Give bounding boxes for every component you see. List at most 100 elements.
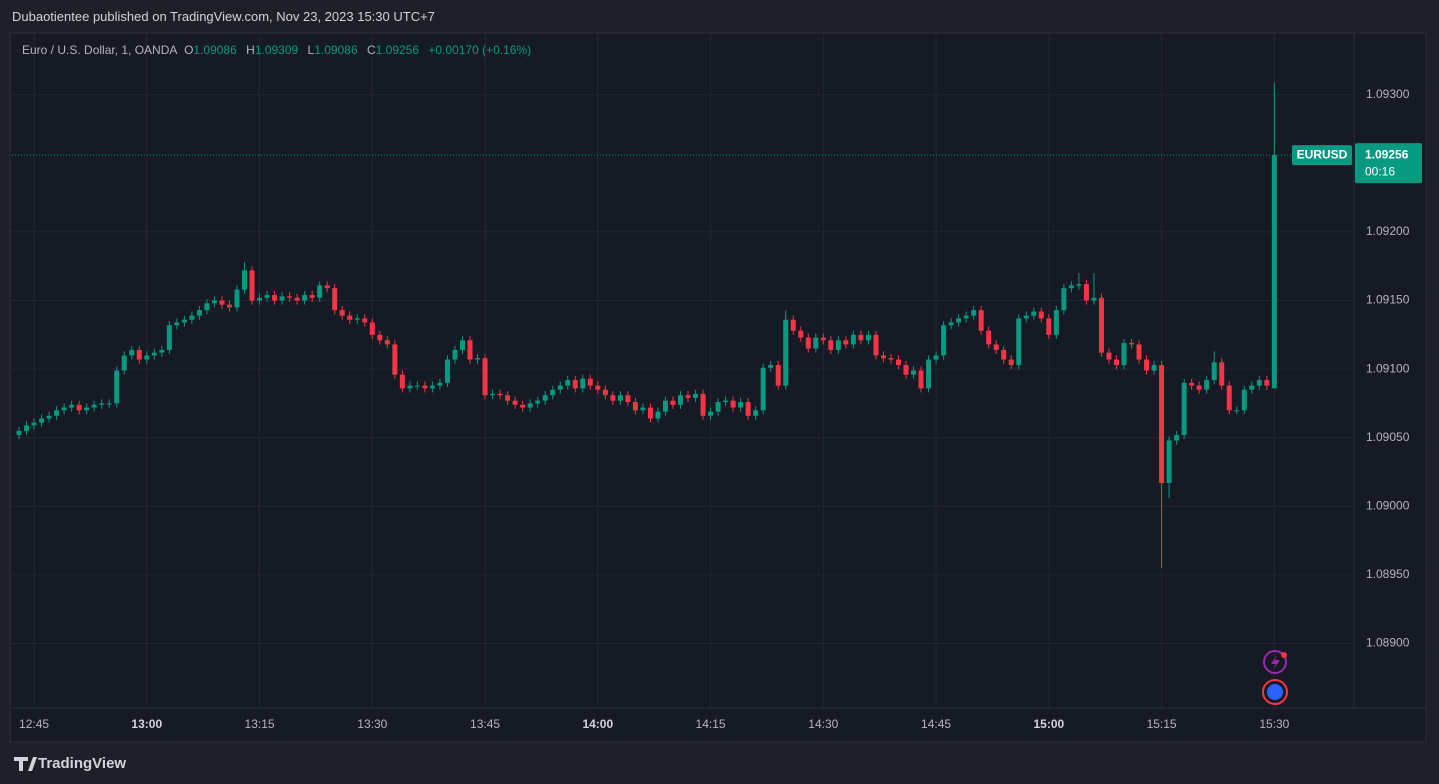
y-tick-label: 1.09300 (1366, 87, 1410, 101)
x-tick-label: 14:15 (696, 717, 726, 731)
candle-body (790, 319, 796, 331)
candle-body (670, 400, 676, 405)
logo (14, 757, 37, 771)
candle-body (317, 285, 323, 298)
grid (10, 33, 1354, 708)
candle-body (1098, 297, 1104, 353)
y-tick-label: 1.09000 (1366, 498, 1410, 512)
candle-body (1234, 410, 1240, 412)
x-tick-label: 15:30 (1259, 717, 1289, 731)
plot (12, 82, 1352, 569)
indicator-icons[interactable] (1262, 650, 1288, 705)
candle-body (219, 300, 225, 305)
candle-body (332, 288, 338, 311)
candle-body (249, 270, 255, 301)
eu-flag (1267, 684, 1283, 700)
candle-body (1211, 362, 1217, 381)
candle-body (1016, 318, 1022, 366)
candle-body (242, 270, 248, 290)
candle-body (617, 395, 623, 401)
y-tick-label: 1.09150 (1366, 293, 1410, 307)
candle-body (369, 322, 375, 335)
candle-body (865, 334, 871, 341)
candle-body (174, 322, 180, 326)
candle-body (527, 403, 533, 408)
event-icon[interactable] (1262, 679, 1288, 705)
candle-body (1264, 380, 1270, 386)
candle-body (1196, 385, 1202, 390)
x-tick-label: 13:00 (131, 717, 162, 731)
change: +0.00170 (+0.16%) (428, 43, 532, 57)
candle-body (1106, 352, 1112, 360)
candle-body (339, 310, 345, 316)
x-tick-label: 15:15 (1147, 717, 1177, 731)
candle-body (166, 325, 172, 350)
candle-body (662, 400, 668, 412)
ohlc-value: 1.09086 (314, 43, 358, 57)
y-tick-label: 1.09050 (1366, 430, 1410, 444)
alert-icon[interactable] (1263, 650, 1287, 674)
candle-body (775, 365, 781, 386)
candle-body (1038, 311, 1044, 319)
alert-dot (1281, 652, 1287, 658)
candle-body (1159, 365, 1165, 483)
candle-body (1091, 297, 1097, 301)
candle-body (91, 404, 97, 408)
candle-body (760, 367, 766, 411)
candle-body (61, 407, 67, 411)
candle-body (768, 365, 774, 368)
candle-body (204, 303, 210, 311)
publish-header: Dubaotientee published on TradingView.co… (12, 9, 435, 24)
brand[interactable]: TradingView (38, 755, 127, 772)
candle-body (46, 415, 52, 419)
candle-body (602, 389, 608, 396)
candle-body (1249, 385, 1255, 390)
candle-body (1053, 310, 1059, 335)
candle-body (572, 380, 578, 389)
candle-body (693, 393, 699, 398)
candle-body (429, 385, 435, 389)
candle-body (309, 295, 315, 298)
candle-body (542, 395, 548, 401)
candle-body (520, 404, 526, 408)
axes: 1.08900 1.08950 1.09000 1.09050 1.09100 1.091… (19, 87, 1422, 731)
candle-body (151, 352, 157, 356)
candle-body (1271, 155, 1277, 389)
candle-body (482, 358, 488, 396)
candle-body (1144, 359, 1150, 371)
candle-body (798, 330, 804, 338)
candle-body (723, 400, 729, 403)
candle-body (196, 310, 202, 316)
x-tick-label: 13:45 (470, 717, 500, 731)
candle-body (993, 344, 999, 350)
candle-body (640, 407, 646, 411)
candle-body (407, 385, 413, 389)
candle-body (730, 400, 736, 408)
chart-pane (9, 32, 1427, 743)
candle-body (557, 385, 563, 390)
candle-body (941, 325, 947, 356)
ohlc-label: H (246, 43, 255, 57)
candle-body (1241, 389, 1247, 411)
candle-body (136, 349, 142, 360)
candle-body (490, 393, 496, 396)
candle-body (677, 395, 683, 405)
x-tick-label: 13:15 (245, 717, 275, 731)
candle-body (1129, 343, 1135, 345)
candle-body (1204, 380, 1210, 390)
candle-body (377, 334, 383, 341)
price-label: 1.09256 (1365, 147, 1409, 161)
candle-body (257, 297, 263, 301)
candle-body (813, 337, 819, 349)
candle-body (610, 395, 616, 401)
candle-body (805, 337, 811, 349)
candle-body (121, 355, 127, 371)
price-label-box (1355, 143, 1422, 184)
candle-body (745, 402, 751, 416)
candle-body (226, 304, 232, 308)
candle-body (189, 315, 195, 320)
candle-body (384, 340, 390, 345)
x-tick-label: 14:30 (808, 717, 838, 731)
candle-body (978, 310, 984, 331)
candle-body (715, 402, 721, 412)
